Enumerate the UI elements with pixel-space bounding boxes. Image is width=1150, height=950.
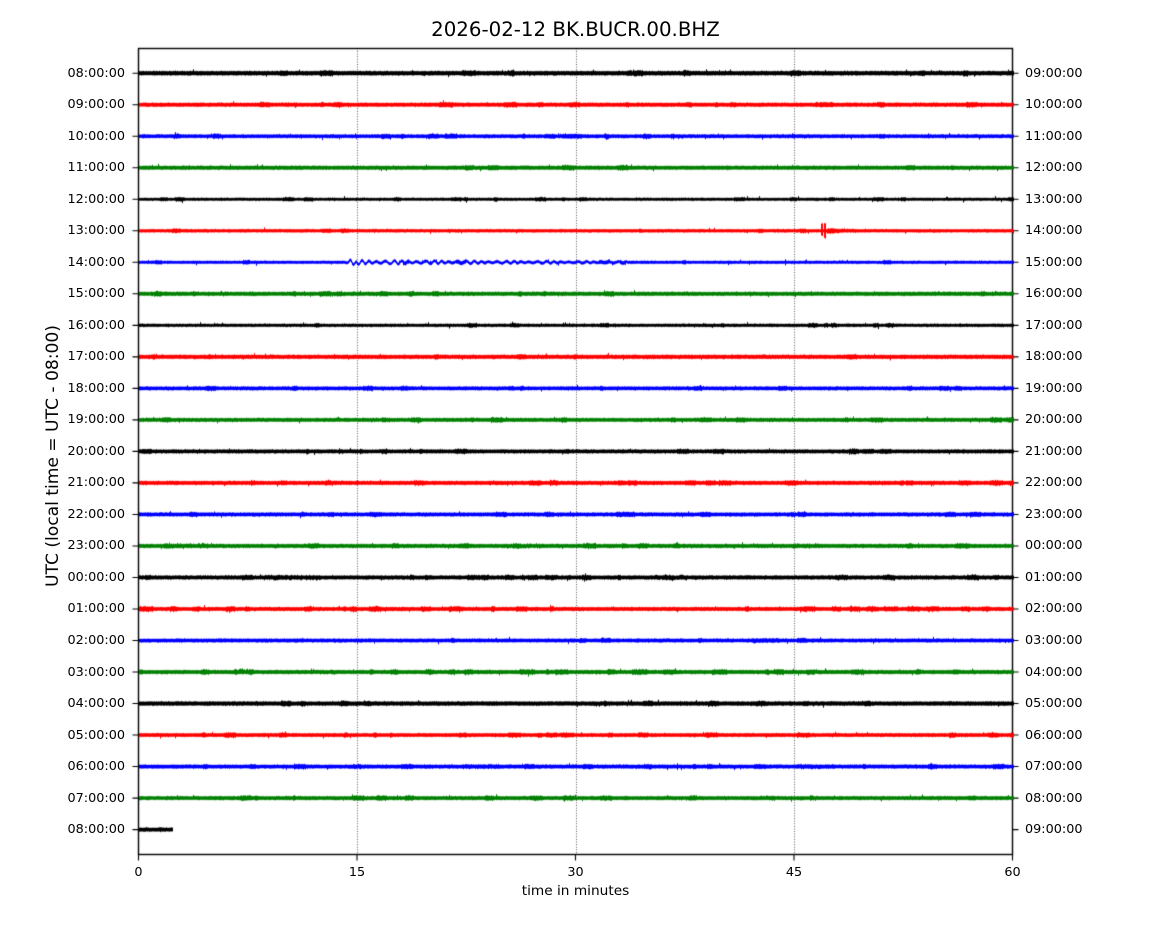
y-tick-label-left: 16:00:00 bbox=[67, 317, 125, 333]
x-tick-label: 30 bbox=[567, 865, 584, 880]
y-tick-label-left: 18:00:00 bbox=[67, 380, 125, 396]
y-tick-label-right: 12:00:00 bbox=[1025, 160, 1083, 176]
y-tick-label-right: 15:00:00 bbox=[1025, 254, 1083, 270]
y-tick-label-left: 19:00:00 bbox=[67, 412, 125, 428]
y-tick-label-right: 03:00:00 bbox=[1025, 633, 1083, 648]
x-tick-label: 0 bbox=[134, 865, 143, 880]
y-tick-label-left: 10:00:00 bbox=[67, 128, 125, 144]
y-tick-label-right: 13:00:00 bbox=[1025, 191, 1083, 207]
y-tick-label-left: 03:00:00 bbox=[67, 664, 125, 680]
y-tick-label-right: 18:00:00 bbox=[1025, 349, 1083, 365]
y-tick-label-left: 05:00:00 bbox=[67, 727, 125, 743]
y-tick-label-left: 21:00:00 bbox=[67, 475, 125, 491]
y-tick-label-left: 23:00:00 bbox=[67, 538, 125, 554]
y-tick-label-right: 05:00:00 bbox=[1025, 696, 1083, 712]
y-tick-label-left: 12:00:00 bbox=[67, 191, 125, 207]
y-tick-label-right: 09:00:00 bbox=[1025, 822, 1083, 838]
y-tick-label-left: 08:00:00 bbox=[67, 65, 125, 81]
x-axis-label: time in minutes bbox=[521, 883, 630, 899]
y-tick-label-right: 19:00:00 bbox=[1025, 380, 1083, 396]
y-tick-label-left: 04:00:00 bbox=[67, 696, 125, 712]
y-tick-label-left: 02:00:00 bbox=[67, 633, 125, 648]
y-tick-label-right: 02:00:00 bbox=[1025, 601, 1083, 617]
y-tick-label-right: 09:00:00 bbox=[1025, 65, 1083, 81]
y-tick-label-right: 11:00:00 bbox=[1025, 128, 1083, 144]
y-tick-label-left: 08:00:00 bbox=[67, 822, 125, 838]
y-tick-label-left: 06:00:00 bbox=[67, 759, 125, 775]
y-tick-label-right: 10:00:00 bbox=[1025, 97, 1083, 113]
y-tick-label-right: 04:00:00 bbox=[1025, 664, 1083, 680]
y-tick-label-left: 14:00:00 bbox=[67, 254, 125, 270]
y-tick-label-left: 00:00:00 bbox=[67, 569, 125, 585]
y-tick-label-left: 07:00:00 bbox=[67, 790, 125, 806]
y-tick-label-left: 22:00:00 bbox=[67, 506, 125, 522]
x-tick-label: 45 bbox=[785, 865, 803, 880]
y-tick-label-right: 00:00:00 bbox=[1025, 538, 1083, 554]
y-tick-label-right: 23:00:00 bbox=[1025, 506, 1083, 522]
y-tick-label-left: 13:00:00 bbox=[67, 223, 125, 239]
y-tick-label-right: 22:00:00 bbox=[1025, 475, 1083, 491]
y-tick-label-left: 09:00:00 bbox=[67, 97, 125, 113]
y-tick-label-right: 21:00:00 bbox=[1025, 443, 1083, 459]
y-tick-label-left: 17:00:00 bbox=[67, 349, 125, 365]
y-tick-label-left: 01:00:00 bbox=[67, 601, 125, 617]
y-tick-label-left: 20:00:00 bbox=[67, 443, 125, 459]
x-tick-label: 60 bbox=[1004, 865, 1021, 880]
y-tick-label-right: 20:00:00 bbox=[1025, 412, 1083, 428]
x-tick-label: 15 bbox=[348, 865, 366, 880]
y-tick-label-right: 06:00:00 bbox=[1025, 727, 1083, 743]
y-tick-label-right: 01:00:00 bbox=[1025, 569, 1083, 585]
y-tick-label-left: 15:00:00 bbox=[67, 286, 125, 302]
y-tick-label-right: 17:00:00 bbox=[1025, 317, 1083, 333]
y-tick-label-right: 16:00:00 bbox=[1025, 286, 1083, 302]
y-tick-label-right: 14:00:00 bbox=[1025, 223, 1083, 239]
y-tick-label-right: 07:00:00 bbox=[1025, 759, 1083, 775]
y-tick-label-left: 11:00:00 bbox=[67, 160, 125, 176]
chart-title: 2026-02-12 BK.BUCR.00.BHZ bbox=[431, 18, 720, 41]
y-tick-label-right: 08:00:00 bbox=[1025, 790, 1083, 806]
